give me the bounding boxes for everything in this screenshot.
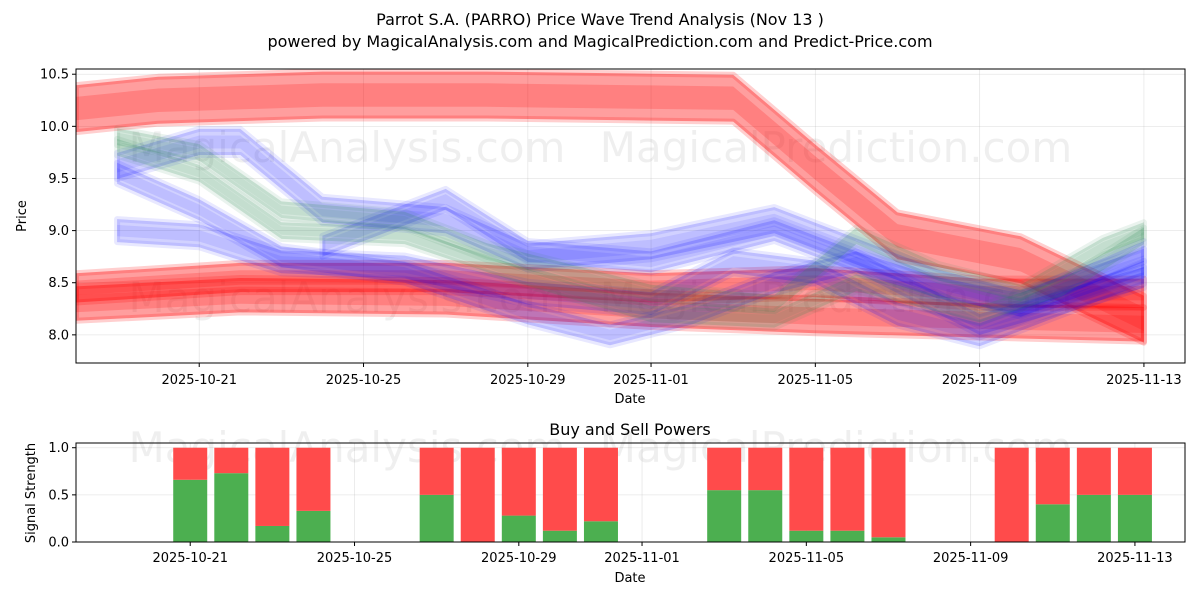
price-wave-core-1 [76,83,1144,331]
price-watermarks: MagicalAnalysis.com MagicalPrediction.co… [129,123,1073,322]
price-wave-band-2 [76,275,1147,345]
buy-power-bar [1035,504,1070,542]
price-y-tick-label: 8.0 [48,328,69,343]
signal-plot-frame [75,442,1186,543]
price-x-ticks: 2025-10-21 2025-10-25 2025-10-29 2025-11-01… [161,363,1182,388]
price-wave-core-5 [117,224,1144,341]
price-wave-band-6 [114,159,1147,349]
price-wave-core-9 [117,143,1144,324]
price-wave-band-4 [114,125,1147,320]
buy-power-bar [1117,494,1152,542]
buy-power-bar [173,479,208,542]
buy-power-bar [789,530,824,542]
signal-x-ticks: 2025-10-21 2025-10-25 2025-10-29 2025-11-01… [152,542,1173,566]
price-y-axis-label: Price [15,200,30,232]
sell-power-bar [214,447,249,474]
price-x-tick-label: 2025-10-25 [326,373,402,388]
sell-power-bar [296,447,331,511]
signal-x-tick-label: 2025-11-01 [604,551,680,566]
price-x-tick-label: 2025-10-21 [161,373,237,388]
buy-power-bar [707,490,742,542]
sell-power-bar [583,447,618,522]
price-y-tick-label: 9.5 [48,172,69,187]
sell-power-bar [830,447,865,531]
price-wave-core-3 [76,270,1144,301]
price-plot-frame [75,68,1186,364]
price-wave-band-8 [114,125,1147,315]
signal-chart-title: Buy and Sell Powers [549,420,711,439]
price-x-tick-label: 2025-11-09 [942,373,1018,388]
buy-power-bar [1076,494,1111,542]
buy-power-bar [419,494,454,542]
price-y-tick-label: 8.5 [48,276,69,291]
sell-power-bar [542,447,577,531]
sell-power-bar [501,447,536,516]
buy-power-bar [501,515,536,542]
signal-x-tick-label: 2025-10-29 [481,551,557,566]
watermark-analysis-mid: MagicalAnalysis.com [129,273,566,322]
sell-power-bar [1076,447,1111,495]
signal-x-axis-label: Date [614,571,645,586]
price-y-tick-label: 9.0 [48,224,69,239]
price-wave-band-7 [319,185,1147,338]
price-wave-band-9 [114,135,1147,331]
price-wave-band-3 [76,259,1147,311]
sell-power-bar [789,447,824,531]
chart-title-line2: powered by MagicalAnalysis.com and Magic… [267,32,932,51]
signal-y-tick-label: 0.5 [48,488,69,503]
price-wave-band-1 [76,69,1147,346]
buy-power-bar [255,525,290,542]
sell-power-bar [255,447,290,526]
watermark-prediction-top: MagicalPrediction.com [600,123,1073,172]
price-wave-core-4 [117,135,1144,311]
signal-x-tick-label: 2025-10-25 [317,551,393,566]
price-x-tick-label: 2025-11-01 [613,373,689,388]
signal-x-tick-label: 2025-11-09 [933,551,1009,566]
price-x-tick-label: 2025-10-29 [490,373,566,388]
price-y-tick-label: 10.0 [40,120,69,135]
price-wave-core-2 [76,286,1144,333]
watermark-prediction-mid: MagicalPrediction.com [600,273,1073,322]
chart-title-line1: Parrot S.A. (PARRO) Price Wave Trend Ana… [376,10,824,29]
sell-power-bar [707,447,742,491]
buy-power-bar [583,521,618,542]
signal-x-tick-label: 2025-11-13 [1097,551,1173,566]
signal-y-axis-label: Signal Strength [24,443,39,543]
sell-power-bar [871,447,906,538]
sell-power-bar [748,447,783,491]
sell-power-bar [994,447,1029,542]
buy-power-bar [214,473,249,542]
price-y-tick-label: 10.5 [40,68,69,83]
watermark-analysis-top: MagicalAnalysis.com [129,123,566,172]
buy-power-bar [871,537,906,542]
sell-power-bar [173,447,208,480]
signal-y-tick-label: 1.0 [48,441,69,456]
price-y-ticks: 8.0 8.5 9.0 9.5 10.0 10.5 [40,68,76,343]
signal-y-ticks: 0.0 0.5 1.0 [48,441,76,551]
buy-power-bar [296,510,331,542]
buy-power-bar [830,530,865,542]
signal-y-tick-label: 0.0 [48,536,69,551]
sell-power-bar [419,447,454,495]
buy-power-bar [748,490,783,542]
signal-bars [173,447,1152,542]
price-x-tick-label: 2025-11-05 [778,373,854,388]
price-wave-bands [76,69,1147,350]
signal-x-tick-label: 2025-10-21 [152,551,228,566]
sell-power-bar [460,447,495,542]
price-x-axis-label: Date [614,392,645,407]
buy-power-bar [542,530,577,542]
price-wave-band-5 [114,216,1147,350]
price-x-tick-label: 2025-11-13 [1106,373,1182,388]
price-gridlines [76,69,1185,363]
sell-power-bar [1117,447,1152,495]
price-plot-area [76,69,1185,363]
signal-x-tick-label: 2025-11-05 [769,551,845,566]
sell-power-bar [1035,447,1070,505]
price-wave-chart: MagicalAnalysis.com MagicalPrediction.co… [15,68,1186,407]
buy-sell-power-chart: Buy and Sell Powers MagicalAnalysis.com … [24,420,1186,586]
